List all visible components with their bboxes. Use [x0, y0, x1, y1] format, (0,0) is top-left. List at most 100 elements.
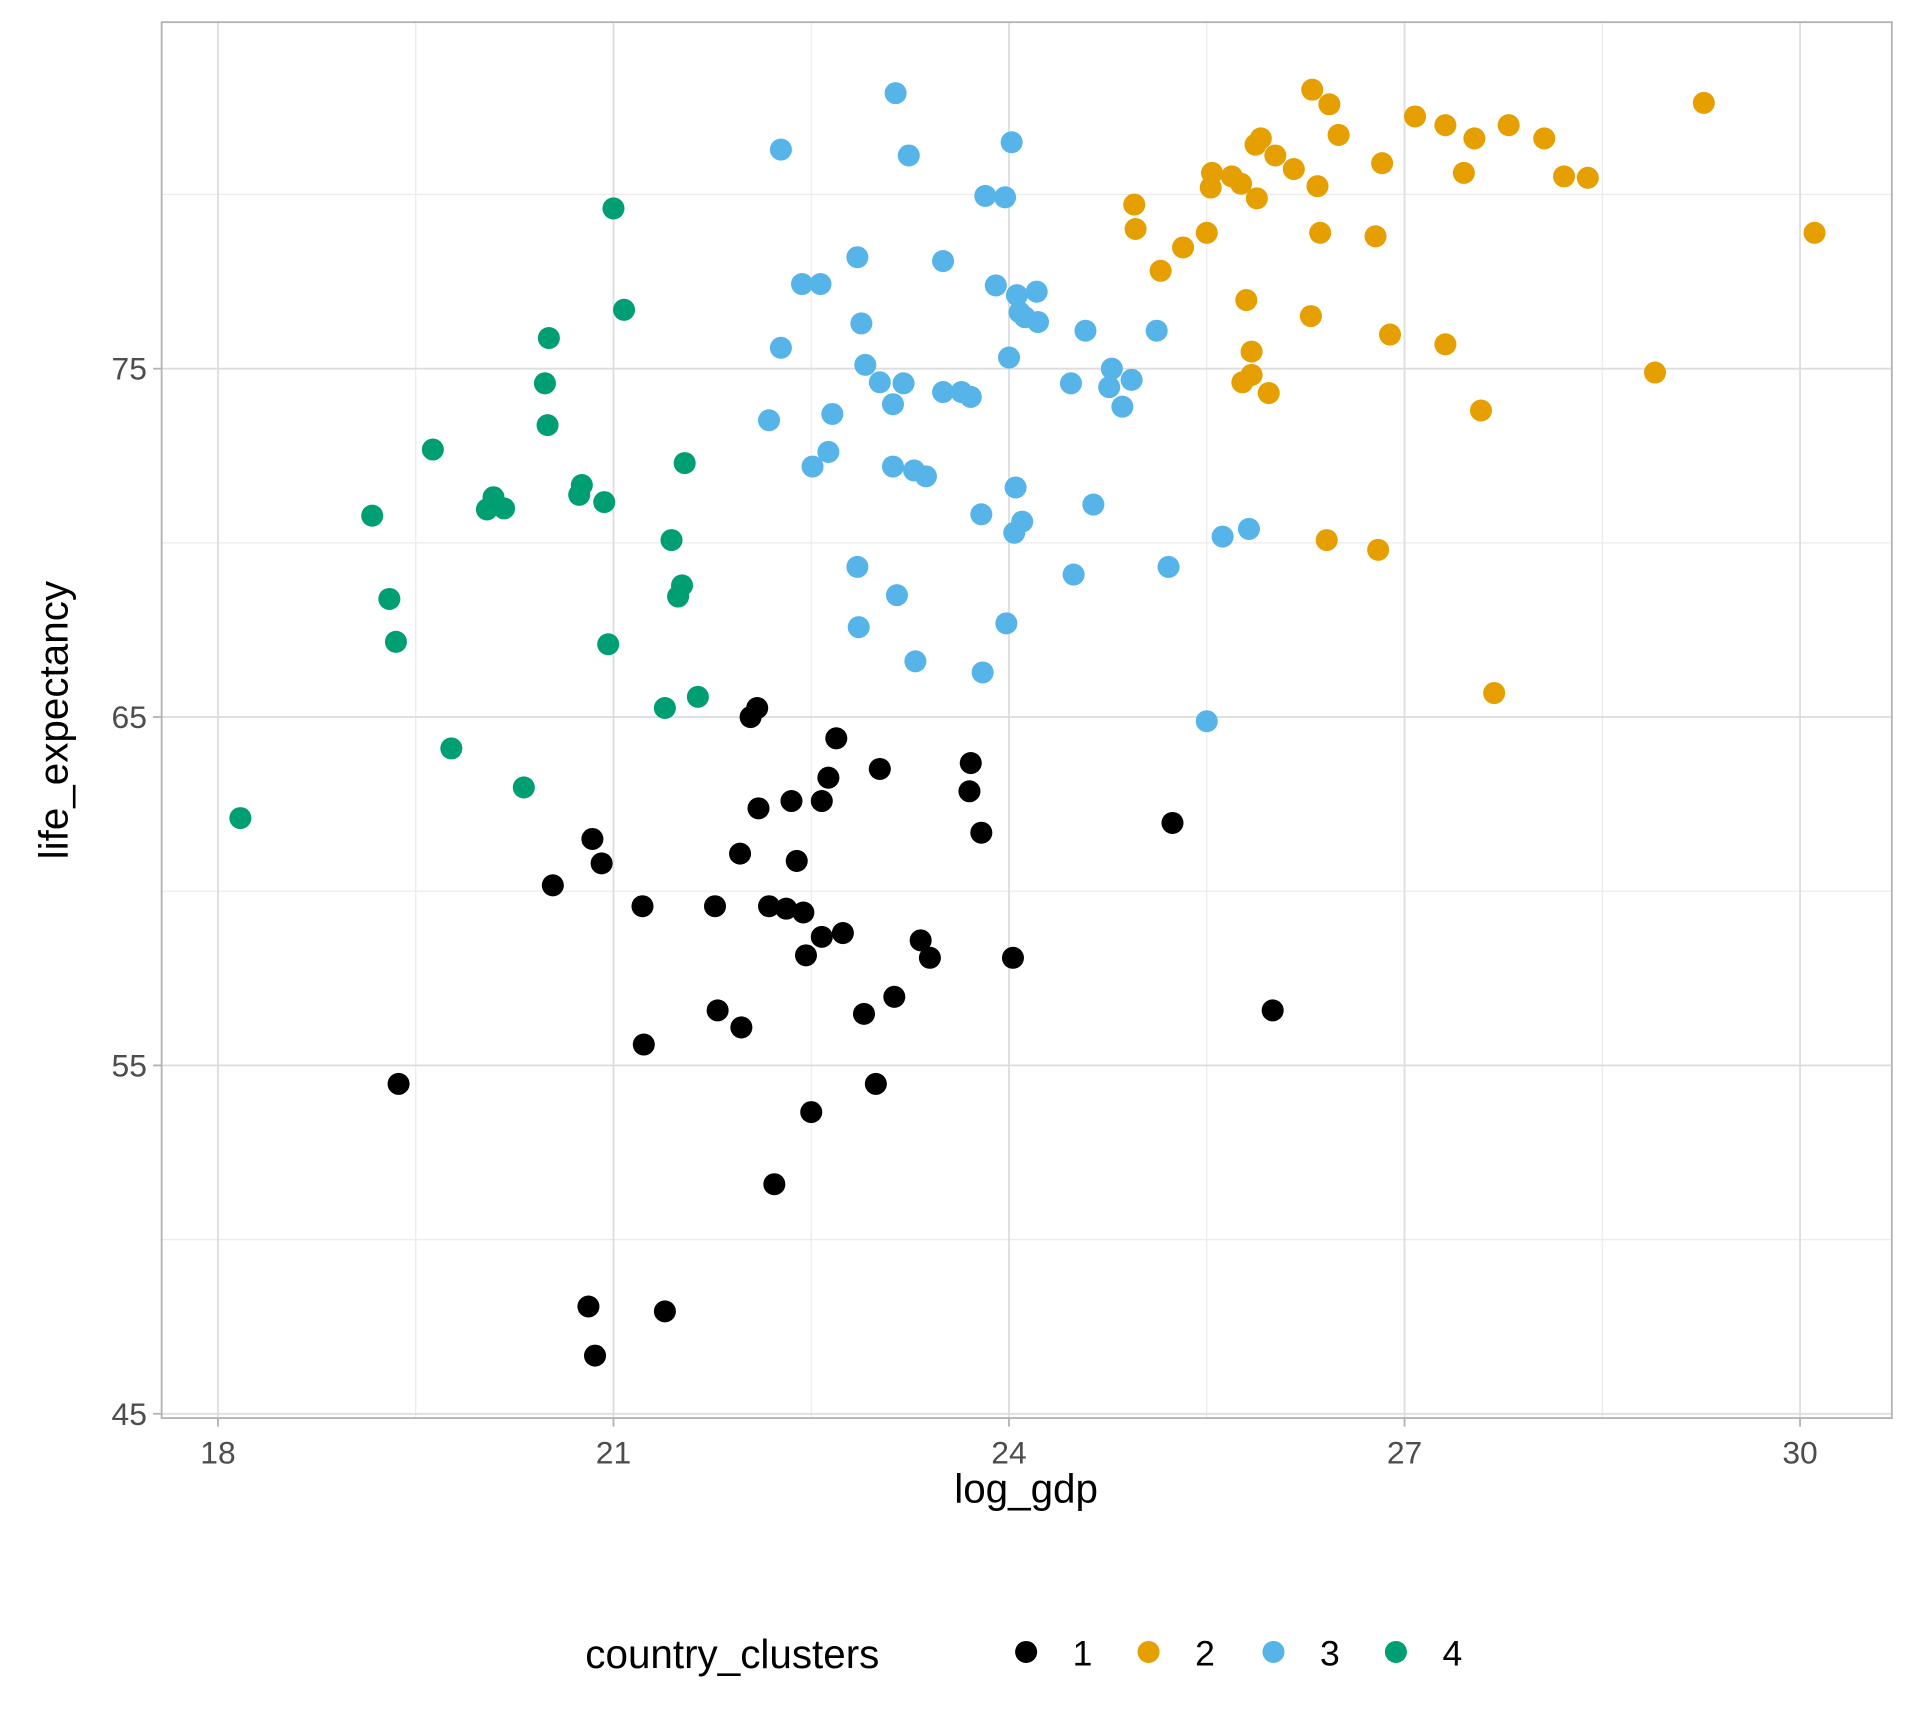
data-point-cluster-4 [673, 452, 696, 475]
x-tick-label: 27 [1387, 1434, 1422, 1470]
data-point-cluster-3 [1026, 310, 1050, 334]
data-point-cluster-4 [440, 737, 463, 760]
data-point-cluster-2 [1452, 161, 1475, 184]
data-point-cluster-3 [1145, 319, 1168, 342]
legend-label-2: 2 [1195, 1633, 1215, 1673]
data-point-cluster-2 [1249, 127, 1272, 150]
data-points [229, 78, 1826, 1367]
data-point-cluster-4 [536, 414, 559, 437]
data-point-cluster-4 [384, 630, 407, 653]
legend: country_clusters 1 2 3 4 [585, 1631, 1462, 1677]
data-point-cluster-4 [533, 372, 556, 395]
data-point-cluster-1 [1001, 946, 1024, 969]
data-point-cluster-3 [1100, 357, 1123, 380]
data-point-cluster-2 [1299, 305, 1322, 328]
grid [161, 22, 1892, 1419]
data-point-cluster-3 [1005, 284, 1028, 307]
data-point-cluster-3 [846, 555, 869, 578]
data-point-cluster-4 [660, 529, 683, 552]
data-point-cluster-1 [958, 780, 981, 803]
data-point-cluster-3 [892, 372, 915, 395]
legend-key-1 [1015, 1640, 1038, 1663]
data-point-cluster-1 [775, 897, 798, 920]
data-point-cluster-3 [885, 584, 908, 607]
data-point-cluster-4 [537, 327, 560, 350]
data-point-cluster-3 [884, 82, 907, 105]
data-point-cluster-3 [1211, 525, 1234, 548]
data-point-cluster-3 [1120, 368, 1143, 391]
data-point-cluster-2 [1803, 221, 1826, 244]
data-point-cluster-2 [1469, 399, 1493, 422]
data-point-cluster-3 [904, 650, 927, 673]
data-point-cluster-2 [1463, 127, 1486, 150]
data-point-cluster-2 [1123, 193, 1146, 216]
data-point-cluster-2 [1576, 166, 1599, 189]
data-point-cluster-1 [706, 999, 729, 1022]
data-point-cluster-3 [914, 465, 937, 488]
data-point-cluster-3 [995, 612, 1018, 635]
data-point-cluster-4 [493, 497, 516, 520]
data-point-cluster-3 [868, 371, 891, 394]
data-point-cluster-2 [1379, 323, 1402, 346]
data-point-cluster-1 [909, 929, 932, 952]
data-point-cluster-2 [1315, 529, 1338, 552]
data-point-cluster-1 [794, 944, 817, 967]
data-point-cluster-2 [1172, 236, 1195, 259]
data-point-cluster-4 [613, 298, 636, 321]
data-point-cluster-3 [1082, 493, 1105, 516]
data-point-cluster-2 [1371, 152, 1394, 175]
y-tick-label: 45 [112, 1396, 147, 1432]
data-point-cluster-4 [667, 585, 690, 608]
y-tick-label: 65 [112, 699, 147, 735]
y-tick-label: 55 [112, 1047, 147, 1083]
data-point-cluster-2 [1644, 361, 1667, 384]
data-point-cluster-3 [897, 144, 920, 167]
data-point-cluster-3 [1004, 476, 1027, 499]
data-point-cluster-2 [1434, 114, 1457, 137]
data-point-cluster-2 [1306, 175, 1329, 198]
data-point-cluster-1 [852, 1002, 875, 1025]
x-axis-title: log_gdp [954, 1466, 1098, 1512]
data-point-cluster-1 [970, 821, 993, 844]
data-point-cluster-3 [769, 336, 792, 359]
axis-ticks: 18 21 24 27 30 45 55 65 75 [112, 351, 1818, 1471]
data-point-cluster-1 [758, 895, 781, 918]
data-point-cluster-2 [1149, 259, 1172, 282]
data-point-cluster-4 [686, 685, 709, 708]
data-point-cluster-2 [1199, 176, 1222, 199]
data-point-cluster-2 [1257, 382, 1280, 405]
data-point-cluster-4 [593, 491, 616, 514]
data-point-cluster-3 [1074, 319, 1097, 342]
data-point-cluster-3 [932, 381, 955, 404]
data-point-cluster-1 [747, 797, 770, 820]
data-point-cluster-2 [1434, 333, 1457, 356]
data-point-cluster-3 [997, 346, 1021, 369]
data-point-cluster-1 [785, 849, 808, 872]
data-point-cluster-3 [881, 455, 905, 478]
data-point-cluster-2 [1553, 165, 1576, 188]
x-tick-label: 18 [200, 1434, 235, 1470]
data-point-cluster-3 [1157, 555, 1180, 578]
panel-border [160, 21, 1893, 1419]
data-point-cluster-3 [932, 250, 955, 273]
y-tick-label: 75 [112, 351, 147, 387]
data-point-cluster-1 [959, 752, 982, 775]
data-point-cluster-1 [810, 925, 833, 948]
legend-title: country_clusters [585, 1631, 879, 1677]
data-point-cluster-1 [883, 985, 906, 1008]
data-point-cluster-3 [821, 402, 844, 426]
data-point-cluster-2 [1245, 187, 1268, 210]
data-point-cluster-1 [584, 1344, 607, 1367]
data-point-cluster-2 [1327, 123, 1350, 146]
data-point-cluster-3 [846, 246, 869, 269]
plot-panel [161, 22, 1892, 1419]
data-point-cluster-1 [703, 895, 727, 918]
data-point-cluster-2 [1364, 225, 1387, 248]
data-point-cluster-2 [1367, 538, 1390, 561]
data-point-cluster-1 [1261, 999, 1284, 1022]
data-point-cluster-3 [974, 184, 997, 207]
x-tick-label: 21 [596, 1434, 631, 1470]
data-point-cluster-3 [847, 616, 870, 639]
data-point-cluster-3 [854, 353, 877, 376]
